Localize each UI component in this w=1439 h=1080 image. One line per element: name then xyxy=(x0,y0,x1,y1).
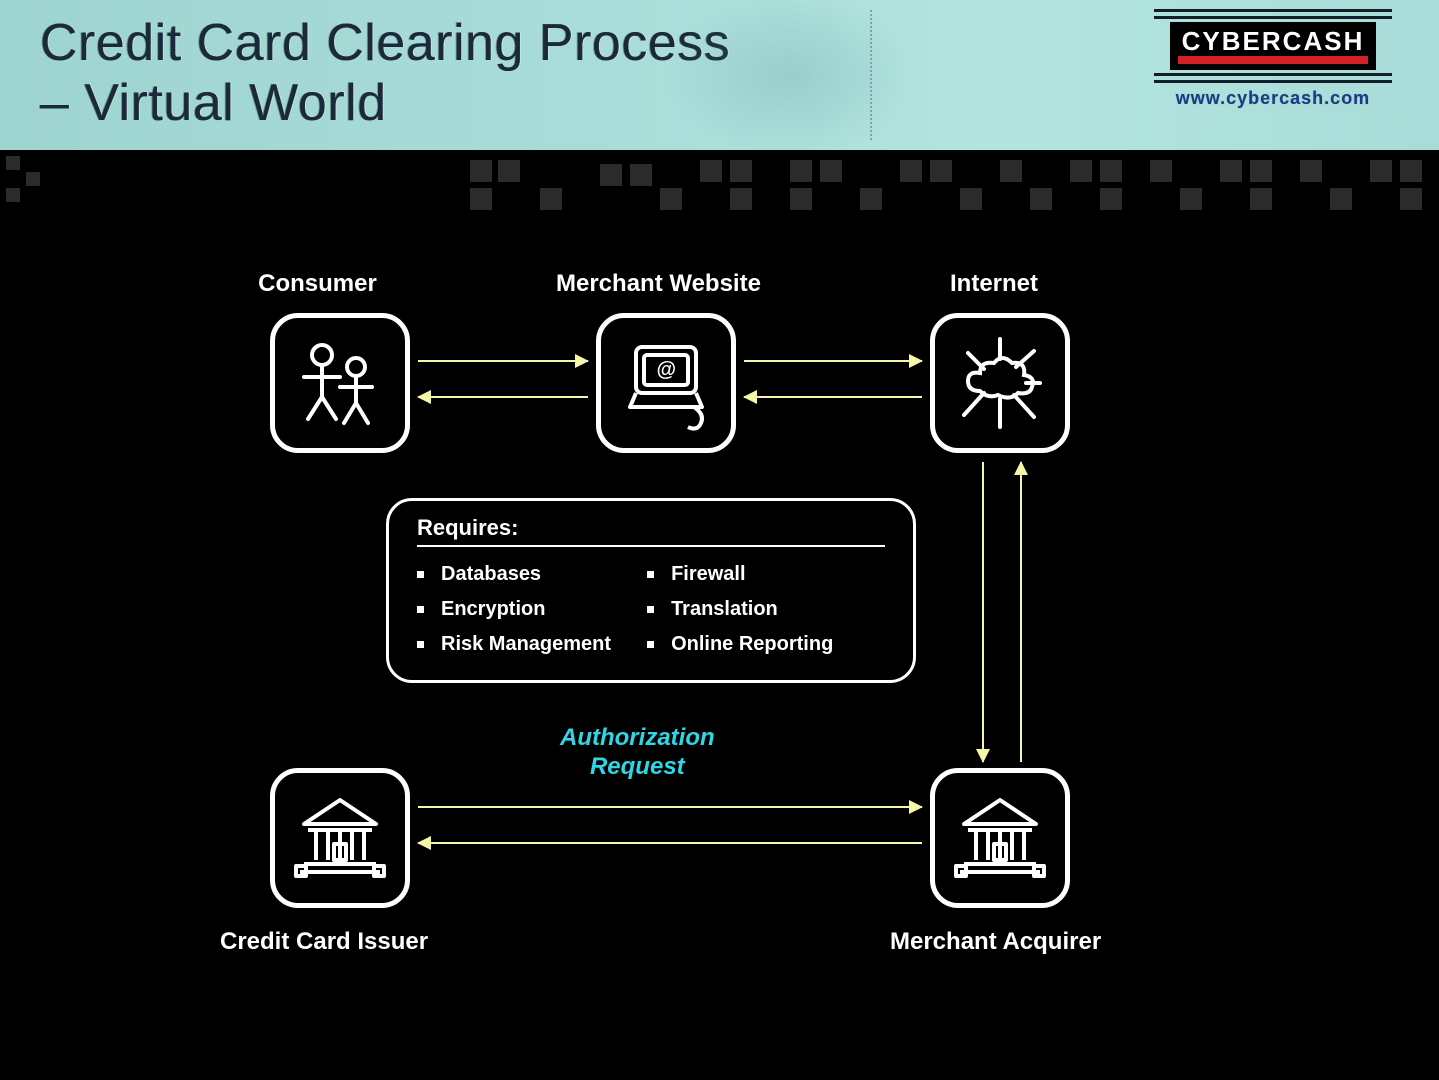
pixel-strip-svg xyxy=(0,150,1439,218)
bank-icon xyxy=(290,788,390,888)
pixel-strip xyxy=(0,150,1439,218)
slide-title: Credit Card Clearing Process – Virtual W… xyxy=(40,14,730,134)
node-merchant: @ xyxy=(596,313,736,453)
logo-block: CYBERCASH www.cybercash.com xyxy=(1143,22,1403,109)
banner-divider xyxy=(870,10,872,140)
requires-col-1: Databases Encryption Risk Management xyxy=(417,557,611,662)
arrow-consumer-to-merchant xyxy=(418,360,588,362)
arrow-internet-to-acquirer xyxy=(982,462,984,762)
req-item: Databases xyxy=(417,557,611,592)
cloud-icon xyxy=(950,333,1050,433)
laptop-icon: @ xyxy=(616,333,716,433)
req-item: Translation xyxy=(647,592,833,627)
auth-line-1: Authorization xyxy=(560,724,715,751)
logo-url: www.cybercash.com xyxy=(1143,88,1403,109)
req-item: Risk Management xyxy=(417,627,611,662)
bank-icon xyxy=(950,788,1050,888)
title-line-2: – Virtual World xyxy=(40,74,387,132)
node-acquirer xyxy=(930,768,1070,908)
requires-columns: Databases Encryption Risk Management Fir… xyxy=(417,557,885,662)
req-item: Online Reporting xyxy=(647,627,833,662)
title-line-1: Credit Card Clearing Process xyxy=(40,14,730,72)
header-banner: Credit Card Clearing Process – Virtual W… xyxy=(0,0,1439,150)
node-issuer xyxy=(270,768,410,908)
requires-title: Requires: xyxy=(417,515,885,547)
node-consumer xyxy=(270,313,410,453)
label-internet: Internet xyxy=(950,270,1038,298)
diagram-stage: Consumer Merchant Website Internet Credi… xyxy=(0,218,1439,1080)
requires-col-2: Firewall Translation Online Reporting xyxy=(647,557,833,662)
auth-request-label: Authorization Request xyxy=(560,724,715,782)
label-merchant: Merchant Website xyxy=(556,270,761,298)
arrow-merchant-to-consumer xyxy=(418,396,588,398)
node-internet xyxy=(930,313,1070,453)
people-icon xyxy=(290,333,390,433)
logo-text: CYBERCASH xyxy=(1178,28,1369,54)
arrow-merchant-to-internet xyxy=(744,360,922,362)
label-acquirer: Merchant Acquirer xyxy=(890,928,1101,956)
svg-text:@: @ xyxy=(656,359,676,381)
arrow-acquirer-to-issuer xyxy=(418,842,922,844)
requires-box: Requires: Databases Encryption Risk Mana… xyxy=(386,498,916,683)
label-issuer: Credit Card Issuer xyxy=(220,928,428,956)
auth-line-2: Request xyxy=(590,753,685,780)
logo-box: CYBERCASH xyxy=(1170,22,1377,70)
logo-underline xyxy=(1178,56,1369,64)
arrow-internet-to-merchant xyxy=(744,396,922,398)
req-item: Encryption xyxy=(417,592,611,627)
label-consumer: Consumer xyxy=(258,270,377,298)
arrow-issuer-to-acquirer xyxy=(418,806,922,808)
arrow-acquirer-to-internet xyxy=(1020,462,1022,762)
req-item: Firewall xyxy=(647,557,833,592)
